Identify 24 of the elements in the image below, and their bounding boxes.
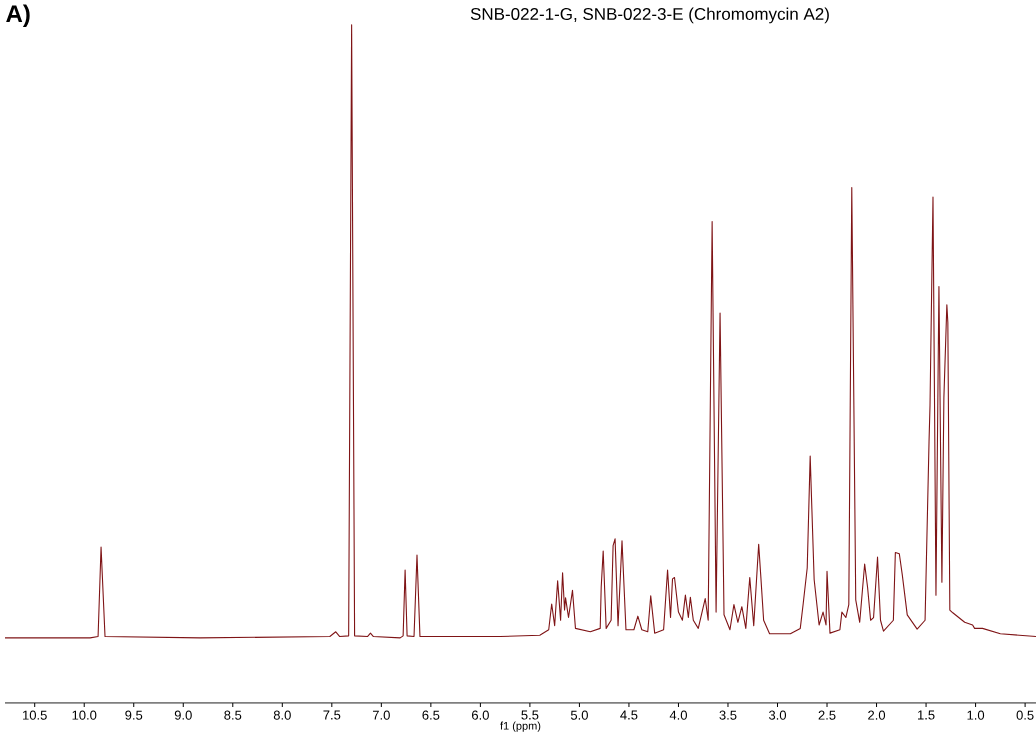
x-tick-label: 2.5 xyxy=(818,710,836,720)
x-tick-label: 9.5 xyxy=(125,710,143,720)
x-tick-label: 8.5 xyxy=(224,710,242,720)
x-tick-label: 6.5 xyxy=(422,710,440,720)
x-tick-label: 5.0 xyxy=(570,710,588,720)
chart-title: SNB-022-1-G, SNB-022-3-E (Chromomycin A2) xyxy=(470,7,829,24)
x-tick-label: 3.0 xyxy=(768,710,787,720)
x-tick-label: 6.0 xyxy=(472,710,489,720)
x-tick-label: 0.5 xyxy=(1016,710,1034,720)
x-tick-label: 10.5 xyxy=(23,710,47,720)
x-tick-label: 1.5 xyxy=(918,710,935,720)
x-tick-label: 8.0 xyxy=(273,710,291,720)
x-tick-label: 7.0 xyxy=(372,710,390,720)
x-tick-label: 1.0 xyxy=(967,710,985,720)
x-tick-label: 7.5 xyxy=(323,710,341,720)
x-tick-label: 5.5 xyxy=(521,710,539,720)
x-tick-label: 2.0 xyxy=(868,710,886,720)
x-tick-label: 4.5 xyxy=(620,710,638,720)
x-axis-title: f1 (ppm) xyxy=(500,721,541,732)
x-tick-label: 3.5 xyxy=(719,710,737,720)
x-tick-label: 9.0 xyxy=(174,710,192,720)
annotation: A) xyxy=(6,4,30,27)
x-tick-label: 10.0 xyxy=(72,710,97,720)
x-tick-label: 4.0 xyxy=(669,710,687,720)
